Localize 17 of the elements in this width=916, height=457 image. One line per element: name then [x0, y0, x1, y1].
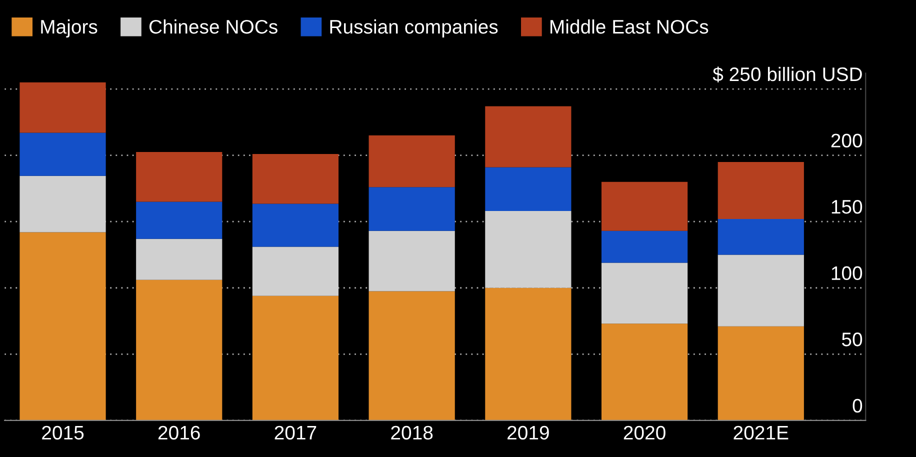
y-tick-label: 150 — [832, 200, 862, 214]
legend-label: Majors — [41, 19, 98, 38]
legend-label: Chinese NOCs — [149, 19, 278, 34]
x-tick-label: 2016 — [158, 426, 200, 440]
x-tick-label: 2019 — [508, 426, 549, 440]
x-tick-label: 2017 — [274, 426, 316, 440]
x-tick-label: 2020 — [624, 426, 666, 440]
y-tick-label: $ 250 billion USD — [712, 66, 862, 82]
y-tick-label: 0 — [852, 398, 862, 413]
legend-label: Middle East NOCs — [550, 19, 708, 34]
x-tick-label: 2015 — [42, 426, 84, 440]
y-tick-label: 200 — [831, 134, 862, 148]
x-tick-label: 2018 — [391, 426, 433, 440]
y-tick-label: 50 — [842, 332, 862, 346]
legend-label: Russian companies — [330, 19, 498, 38]
x-tick-label: 2021E — [734, 426, 788, 440]
y-tick-label: 100 — [832, 266, 862, 280]
